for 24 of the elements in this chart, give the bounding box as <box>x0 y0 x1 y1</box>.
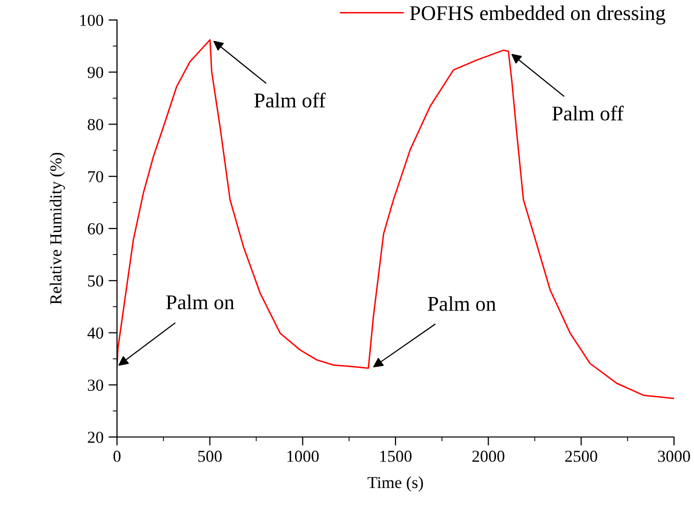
x-tick-label: 1500 <box>380 450 412 462</box>
legend-label: POFHS embedded on dressing <box>410 6 666 24</box>
annotation: Palm off <box>254 92 326 108</box>
x-tick-label: 1000 <box>287 450 319 462</box>
y-tick-label: 90 <box>88 66 104 78</box>
x-tick-label: 500 <box>198 450 222 462</box>
x-tick-label: 2500 <box>565 450 598 462</box>
annotation: Palm off <box>552 106 624 121</box>
annotation: Palm on <box>428 296 496 311</box>
y-tick-label: 20 <box>88 432 104 443</box>
y-tick-label: 40 <box>87 327 104 339</box>
x-tick-label: 2000 <box>472 450 504 462</box>
line-series <box>117 39 674 400</box>
y-axis-title: Relative Humidity (%) <box>50 152 65 304</box>
x-axis-title: Time (s) <box>368 476 423 492</box>
annotation: Palm on <box>166 294 234 310</box>
y-tick-label: 50 <box>88 275 104 287</box>
y-tick-label: 100 <box>80 14 104 26</box>
y-tick-label: 80 <box>88 118 104 130</box>
y-tick-label: 60 <box>88 223 104 234</box>
y-tick-label: 30 <box>88 380 104 391</box>
x-tick-label: 3000 <box>658 450 690 462</box>
y-tick-label: 70 <box>88 171 104 182</box>
x-tick-label: 0 <box>113 450 121 462</box>
